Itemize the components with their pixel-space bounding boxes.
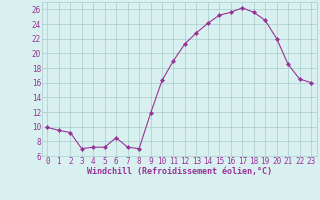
X-axis label: Windchill (Refroidissement éolien,°C): Windchill (Refroidissement éolien,°C) [87,167,272,176]
